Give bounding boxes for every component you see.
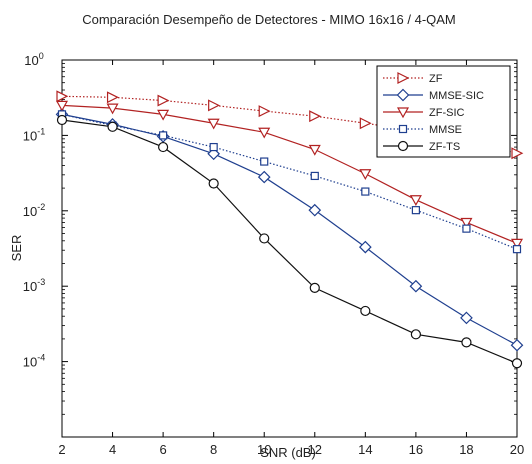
legend-marker	[397, 140, 409, 152]
legend-label: MMSE-SIC	[429, 90, 484, 102]
legend-entry: ZF	[383, 72, 443, 85]
y-tick-label: 10-2	[23, 202, 45, 219]
data-point	[461, 337, 472, 348]
x-tick-label: 10	[257, 442, 271, 457]
data-point	[358, 240, 372, 254]
data-point	[411, 206, 420, 215]
data-point	[309, 110, 322, 123]
data-point	[462, 224, 471, 233]
data-point	[56, 114, 68, 126]
data-point	[158, 141, 169, 153]
data-point	[159, 131, 168, 140]
legend: ZF MMSE-SIC ZF-SIC MMSE ZF-TS	[376, 65, 511, 158]
y-tick-label: 100	[24, 51, 43, 68]
series-zf-ts	[56, 114, 523, 369]
legend-marker	[397, 72, 410, 84]
data-point	[410, 329, 421, 340]
data-point	[106, 91, 119, 104]
data-point	[106, 103, 119, 115]
data-point	[55, 100, 69, 112]
x-axis: 2 4 6 8 10 12 14 16 18 20	[58, 60, 524, 457]
legend-entry: MMSE	[383, 124, 462, 136]
x-tick-label: 18	[459, 442, 473, 457]
y-axis-label: SER	[9, 235, 24, 262]
data-point	[460, 217, 473, 229]
data-point	[511, 358, 523, 369]
series-layer	[55, 90, 524, 369]
data-point	[511, 147, 524, 160]
data-point	[409, 279, 423, 293]
legend-label: ZF	[429, 73, 443, 85]
legend-marker	[398, 124, 408, 134]
legend-label: ZF-SIC	[429, 107, 464, 119]
x-tick-label: 14	[358, 442, 372, 457]
data-point	[259, 233, 270, 244]
data-point	[157, 94, 170, 107]
x-tick-label: 6	[159, 442, 166, 457]
legend-marker	[396, 107, 410, 119]
y-tick-label: 10-1	[23, 126, 45, 143]
data-point	[257, 170, 271, 184]
data-point	[56, 90, 69, 103]
series-line	[61, 104, 518, 244]
legend-label: ZF-TS	[429, 141, 460, 153]
data-point	[258, 127, 271, 139]
y-tick-label: 10-4	[23, 353, 45, 370]
legend-marker	[396, 88, 410, 102]
data-point	[208, 178, 219, 189]
data-point	[460, 311, 473, 325]
data-point	[208, 99, 221, 112]
x-tick-label: 8	[210, 442, 217, 457]
x-tick-label: 12	[308, 442, 322, 457]
data-point	[258, 105, 271, 118]
series-mmse	[57, 110, 522, 254]
y-axis: 100 10-1 10-2 10-3 10-4	[23, 51, 517, 415]
data-point	[510, 338, 524, 352]
series-zf-sic	[55, 100, 524, 250]
x-tick-label: 4	[109, 442, 116, 457]
x-tick-label: 16	[409, 442, 423, 457]
legend-entry: ZF-TS	[383, 140, 460, 153]
legend-entry: ZF-SIC	[383, 107, 464, 119]
data-point	[361, 187, 370, 196]
data-point	[308, 203, 322, 217]
data-point	[309, 282, 320, 293]
x-axis-label: SNR (dB)	[260, 445, 316, 460]
data-point	[310, 171, 319, 181]
data-point	[157, 109, 170, 121]
data-point	[209, 142, 218, 152]
data-point	[360, 305, 371, 317]
series-line	[61, 113, 518, 250]
data-point	[510, 238, 524, 250]
x-tick-label: 20	[510, 442, 524, 457]
data-point	[260, 157, 269, 166]
legend-label: MMSE	[429, 124, 462, 136]
data-point	[359, 117, 372, 130]
data-point	[409, 195, 422, 207]
data-point	[308, 144, 321, 156]
data-point	[359, 169, 372, 180]
chart-title: Comparación Desempeño de Detectores - MI…	[82, 12, 456, 27]
x-tick-label: 2	[58, 442, 65, 457]
y-tick-label: 10-3	[23, 277, 45, 294]
data-point	[207, 118, 220, 130]
series-line	[61, 119, 518, 364]
data-point	[107, 121, 118, 132]
legend-entry: MMSE-SIC	[383, 88, 484, 102]
data-point	[512, 245, 522, 254]
